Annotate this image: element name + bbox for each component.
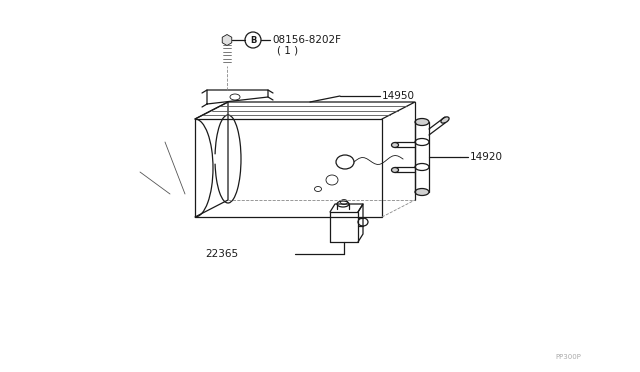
Text: 14920: 14920: [470, 152, 503, 162]
Text: B: B: [250, 35, 256, 45]
Text: 08156-8202F: 08156-8202F: [272, 35, 341, 45]
Text: 22365: 22365: [205, 249, 238, 259]
Text: 14950: 14950: [382, 91, 415, 101]
Text: ( 1 ): ( 1 ): [277, 45, 298, 55]
Ellipse shape: [392, 167, 399, 173]
Ellipse shape: [415, 189, 429, 196]
Ellipse shape: [392, 142, 399, 148]
Text: PP300P: PP300P: [555, 354, 581, 360]
Ellipse shape: [441, 117, 449, 123]
Ellipse shape: [415, 119, 429, 125]
